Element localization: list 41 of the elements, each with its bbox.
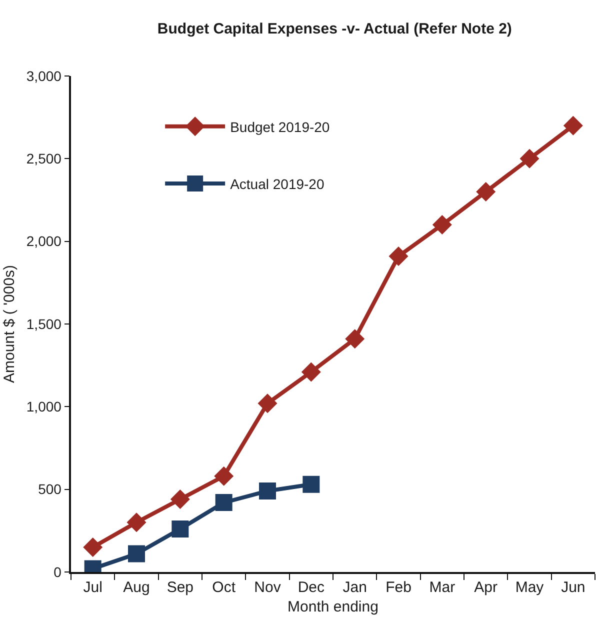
x-tick-label: May (515, 578, 544, 596)
x-tick-label: Apr (474, 578, 498, 596)
x-tick-label: Feb (386, 578, 412, 596)
y-axis-title: Amount $ ( '000s) (1, 265, 18, 383)
point (128, 545, 145, 562)
point (214, 466, 234, 486)
x-tick-label: Jul (83, 578, 102, 596)
point (172, 520, 189, 538)
y-tick-label: 2,500 (26, 150, 62, 167)
x-axis-title: Month ending (288, 598, 378, 616)
y-tick-label: 500 (38, 481, 62, 498)
x-tick-label: Mar (429, 578, 456, 596)
point (520, 148, 540, 168)
point (432, 215, 452, 235)
x-tick-label: Dec (298, 578, 325, 596)
point (83, 537, 103, 557)
point (126, 512, 146, 532)
legend-label: Actual 2019-20 (230, 176, 324, 192)
point (215, 494, 232, 512)
x-tick-label: Sep (166, 578, 194, 596)
chart-title: Budget Capital Expenses -v- Actual (Refer Note 2) (157, 20, 512, 38)
y-tick-label: 0 (54, 564, 62, 580)
x-tick-label: Jan (342, 578, 367, 596)
point (476, 182, 496, 202)
point (345, 329, 365, 349)
y-tick-label: 1,000 (26, 398, 62, 415)
legend-label: Budget 2019-20 (230, 118, 330, 135)
x-tick-label: Aug (123, 578, 150, 596)
x-tick-label: Nov (254, 578, 282, 596)
point (301, 362, 321, 382)
y-tick-label: 3,000 (26, 68, 62, 84)
y-tick-label: 2,000 (26, 233, 62, 250)
point (259, 482, 276, 500)
x-tick-label: Oct (212, 578, 236, 596)
point (258, 394, 278, 414)
point (563, 116, 583, 136)
point (388, 246, 408, 266)
point (170, 490, 190, 509)
x-tick-label: Jun (561, 578, 586, 596)
y-tick-label: 1,500 (26, 316, 62, 332)
point (302, 476, 320, 493)
